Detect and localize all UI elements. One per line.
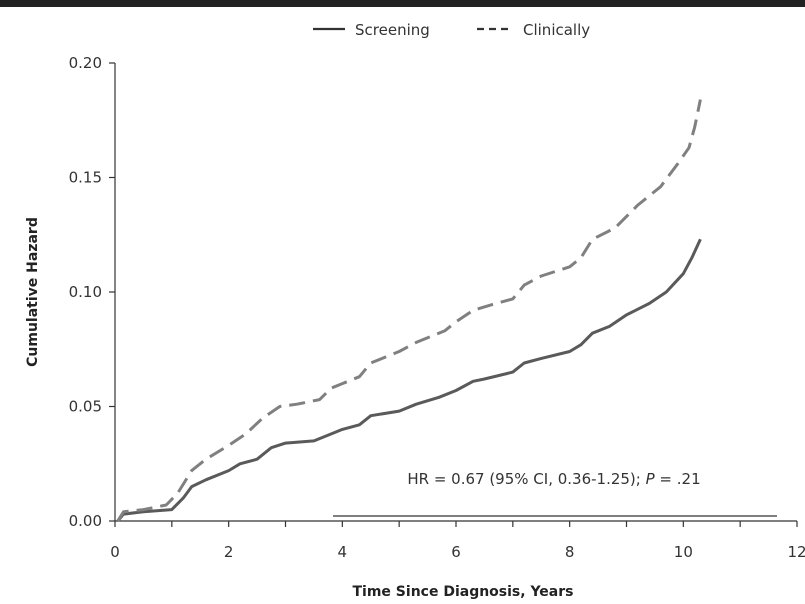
x-tick-label: 12 xyxy=(787,543,805,561)
x-tick-label: 2 xyxy=(224,543,234,561)
series-line-clinically xyxy=(116,99,702,522)
y-tick-label: 0.10 xyxy=(69,283,102,301)
top-rule xyxy=(0,0,805,7)
hr-annotation-pvalue: = .21 xyxy=(655,470,701,488)
y-axis-ticks: 0.00 0.05 0.10 0.15 0.20 xyxy=(69,54,115,530)
series-line-screening xyxy=(116,238,702,522)
x-axis-ticks: 0 2 4 6 8 10 12 xyxy=(110,521,805,561)
x-tick-label: 6 xyxy=(451,543,461,561)
hr-annotation-main: HR = 0.67 (95% CI, 0.36-1.25); xyxy=(407,470,645,488)
y-tick-label: 0.05 xyxy=(69,398,102,416)
x-tick-label: 8 xyxy=(565,543,575,561)
x-tick-label: 10 xyxy=(674,543,693,561)
annotation-box xyxy=(325,445,797,519)
y-tick-label: 0.00 xyxy=(69,512,102,530)
x-tick-label: 0 xyxy=(110,543,120,561)
legend: Screening Clinically xyxy=(313,21,590,39)
y-tick-label: 0.20 xyxy=(69,54,102,72)
x-axis-title: Time Since Diagnosis, Years xyxy=(353,584,574,600)
legend-label-screening: Screening xyxy=(355,21,430,39)
hr-annotation: HR = 0.67 (95% CI, 0.36-1.25); P = .21 xyxy=(407,470,700,488)
x-tick-label: 4 xyxy=(338,543,348,561)
series-layer xyxy=(116,99,702,522)
y-tick-label: 0.15 xyxy=(69,169,102,187)
y-axis-title: Cumulative Hazard xyxy=(25,217,41,367)
hr-annotation-p: P xyxy=(646,470,656,488)
legend-label-clinically: Clinically xyxy=(523,21,590,39)
